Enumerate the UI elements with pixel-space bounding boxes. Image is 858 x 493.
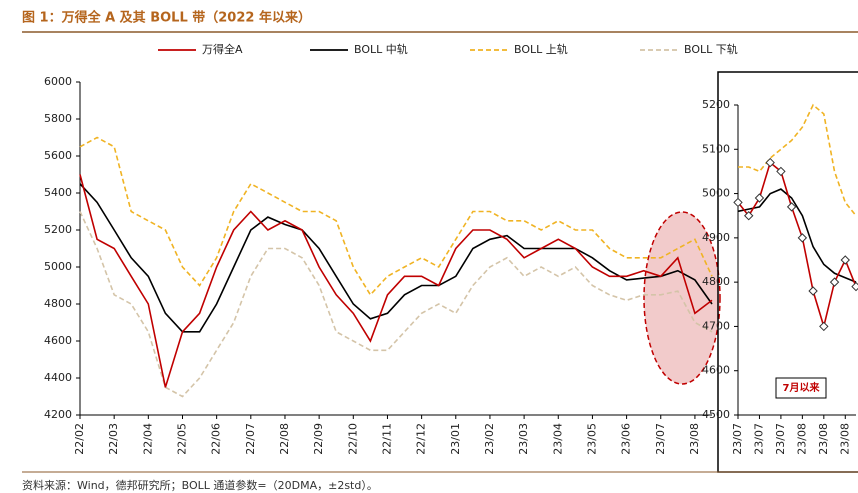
y-tick-label: 5200: [44, 223, 72, 236]
point-marker: [819, 321, 829, 332]
series-line: [737, 188, 857, 283]
legend-label: BOLL 上轨: [514, 42, 568, 56]
point-marker: [786, 202, 797, 212]
x-tick-label: 23/05: [585, 423, 598, 455]
x-tick-label: 23/04: [551, 423, 564, 455]
x-tick-label: 23/01: [449, 423, 462, 455]
point-marker: [840, 255, 850, 265]
y-tick-label: 4600: [44, 334, 72, 347]
series-line: [738, 103, 857, 217]
y-tick-label: 4800: [702, 275, 730, 288]
x-tick-label: 23/07: [774, 423, 787, 455]
x-tick-label: 22/10: [346, 423, 359, 455]
y-tick-label: 4400: [44, 371, 72, 384]
x-tick-label: 23/07: [752, 423, 765, 455]
x-tick-label: 22/02: [73, 423, 86, 455]
series-line: [79, 211, 713, 398]
source: 资料来源：Wind，德邦研究所；BOLL 通道参数=（20DMA，±2std）。: [22, 478, 378, 492]
y-tick-label: 4800: [44, 297, 72, 310]
series-line: [79, 183, 713, 333]
y-tick-label: 5800: [44, 112, 72, 125]
annotation: 7月以来: [783, 381, 821, 394]
x-tick-label: 22/07: [244, 423, 257, 455]
y-tick-label: 4500: [702, 408, 730, 421]
x-tick-label: 23/07: [654, 423, 667, 455]
x-tick-label: 23/07: [731, 423, 744, 455]
point-marker: [733, 197, 743, 208]
series-line: [737, 161, 857, 330]
y-tick-label: 5600: [44, 149, 72, 162]
point-marker: [851, 281, 858, 292]
annotation-box: [775, 377, 827, 399]
y-tick-label: 5000: [702, 187, 730, 200]
y-tick-label: 5000: [44, 260, 72, 273]
x-tick-label: 22/06: [210, 423, 223, 455]
x-tick-label: 23/08: [838, 423, 851, 455]
legend-label: 万得全A: [202, 42, 243, 56]
x-tick-label: 23/06: [620, 423, 633, 455]
x-tick-label: 22/09: [312, 423, 325, 455]
legend-label: BOLL 中轨: [354, 42, 408, 56]
series-line: [79, 174, 713, 388]
point-marker: [808, 286, 818, 296]
y-tick-label: 4600: [702, 364, 730, 377]
x-tick-label: 22/12: [415, 423, 428, 455]
point-marker: [744, 211, 754, 221]
y-tick-label: 5200: [702, 98, 730, 111]
chart-title: 图 1：万得全 A 及其 BOLL 带（2022 年以来）: [22, 10, 311, 26]
y-tick-label: 6000: [44, 75, 72, 88]
y-tick-label: 5100: [702, 142, 730, 155]
x-tick-label: 22/04: [141, 423, 154, 455]
point-marker: [765, 157, 775, 168]
x-tick-label: 23/03: [517, 423, 530, 455]
y-tick-label: 5400: [44, 186, 72, 199]
x-tick-label: 22/05: [175, 423, 188, 455]
x-tick-label: 22/03: [107, 423, 120, 455]
point-marker: [776, 166, 786, 177]
x-tick-label: 22/11: [380, 423, 393, 455]
point-marker: [797, 233, 808, 243]
y-tick-label: 4200: [44, 408, 72, 421]
x-tick-label: 23/08: [817, 423, 830, 455]
series-line: [79, 136, 713, 297]
x-tick-label: 22/08: [278, 423, 291, 455]
x-tick-label: 23/08: [688, 423, 701, 455]
x-tick-label: 23/08: [795, 423, 808, 455]
legend-label: BOLL 下轨: [684, 42, 738, 56]
inset-frame: [717, 71, 858, 473]
point-marker: [829, 277, 840, 287]
point-marker: [754, 193, 765, 203]
y-tick-label: 4900: [702, 231, 730, 244]
y-tick-label: 4700: [702, 319, 730, 332]
x-tick-label: 23/02: [483, 423, 496, 455]
